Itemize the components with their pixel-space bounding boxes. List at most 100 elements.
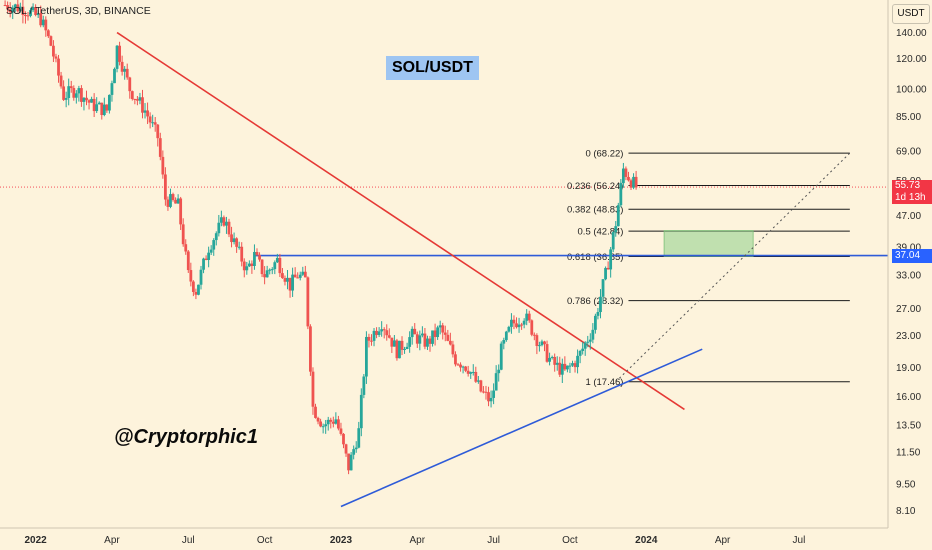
candle-body: [108, 94, 111, 111]
candle-body: [316, 417, 320, 422]
x-tick-label: Apr: [410, 535, 426, 546]
candle-body: [186, 251, 190, 271]
candle-body: [258, 255, 261, 260]
candle-body: [362, 376, 366, 395]
candle-body: [576, 355, 579, 368]
x-tick-label: Jul: [487, 535, 500, 546]
candle-body: [451, 344, 455, 355]
candle-body: [298, 274, 302, 278]
candle-body: [52, 45, 55, 57]
candle-body: [296, 277, 300, 279]
candle-body: [263, 274, 267, 278]
candle-body: [62, 86, 66, 100]
candle-body: [601, 279, 605, 297]
candle-body: [85, 97, 88, 101]
y-tick-label: 33.00: [896, 270, 921, 281]
candle-body: [499, 343, 503, 370]
candle-body: [309, 326, 312, 372]
candle-body: [413, 328, 417, 335]
x-tick-label: Apr: [715, 535, 731, 546]
candle-body: [563, 363, 567, 370]
currency-button[interactable]: USDT: [892, 4, 930, 24]
x-tick-label: Jul: [182, 535, 195, 546]
candle-body: [13, 4, 17, 8]
uptrend-line: [340, 348, 703, 508]
candle-body: [352, 449, 356, 455]
fib-level-label: 0 (68.22): [585, 149, 623, 160]
candle-body: [517, 324, 521, 328]
candle-body: [530, 320, 534, 335]
candle-body: [550, 356, 554, 358]
candle-body: [370, 340, 373, 342]
candle-body: [293, 274, 297, 278]
candle-body: [166, 199, 170, 207]
candle-body: [568, 365, 572, 367]
target-box: [663, 230, 754, 257]
candle-body: [133, 98, 137, 100]
price-axis-panel: [888, 0, 932, 550]
candle-body: [385, 330, 389, 336]
fib-level-label: 0.786 (28.32): [567, 296, 624, 307]
y-tick-label: 85.00: [896, 112, 921, 123]
candle-body: [69, 86, 73, 89]
candle-body: [209, 249, 213, 253]
candle-body: [212, 240, 216, 250]
candle-body: [151, 122, 155, 124]
candle-body: [359, 394, 363, 429]
candle-body: [560, 363, 564, 375]
candle-body: [174, 199, 177, 204]
candle-body: [306, 277, 310, 327]
candle-body: [321, 426, 325, 428]
candle-body: [535, 335, 539, 346]
candle-body: [100, 102, 104, 116]
x-tick-label: 2023: [330, 535, 353, 546]
candle-body: [403, 348, 406, 350]
candle-body: [240, 246, 244, 262]
candle-body: [347, 453, 350, 471]
candle-body: [609, 249, 613, 270]
fib-level-label: 1 (17.46): [585, 377, 623, 388]
candle-body: [291, 274, 295, 291]
candle-body: [482, 391, 485, 393]
candle-body: [441, 325, 445, 333]
y-tick-label: 27.00: [896, 304, 921, 315]
author-watermark: @Cryptorphic1: [114, 426, 258, 448]
candle-body: [522, 320, 526, 325]
current-price-value: 55.73: [895, 180, 921, 192]
candle-body: [426, 338, 429, 347]
candle-body: [303, 271, 307, 278]
candle-body: [420, 333, 424, 336]
y-tick-label: 16.00: [896, 392, 921, 403]
candle-body: [148, 116, 152, 123]
candle-body: [456, 364, 460, 366]
candle-body: [512, 319, 516, 324]
candle-body: [6, 5, 10, 10]
candle-body: [57, 58, 60, 76]
candle-body: [415, 334, 419, 344]
candle-body: [184, 244, 188, 252]
candle-body: [392, 340, 396, 347]
candle-body: [555, 362, 559, 365]
candle-body: [510, 319, 513, 327]
x-tick-label: 2022: [24, 535, 47, 546]
candle-body: [540, 341, 544, 346]
candle-body: [573, 363, 577, 368]
candle-body: [156, 124, 160, 139]
candle-body: [31, 7, 35, 11]
candle-body: [387, 335, 391, 338]
candle-body: [77, 88, 81, 94]
x-tick-label: Oct: [257, 535, 273, 546]
candle-body: [120, 61, 124, 72]
candle-body: [464, 366, 468, 371]
candle-body: [448, 340, 452, 345]
candle-body: [123, 68, 127, 72]
candle-body: [515, 323, 518, 328]
candle-body: [118, 45, 121, 62]
candle-body: [189, 270, 193, 282]
fib-level-label: 0.618 (36.85): [567, 252, 624, 263]
candle-body: [301, 271, 305, 275]
candle-body: [375, 330, 378, 335]
candle-body: [21, 6, 25, 16]
